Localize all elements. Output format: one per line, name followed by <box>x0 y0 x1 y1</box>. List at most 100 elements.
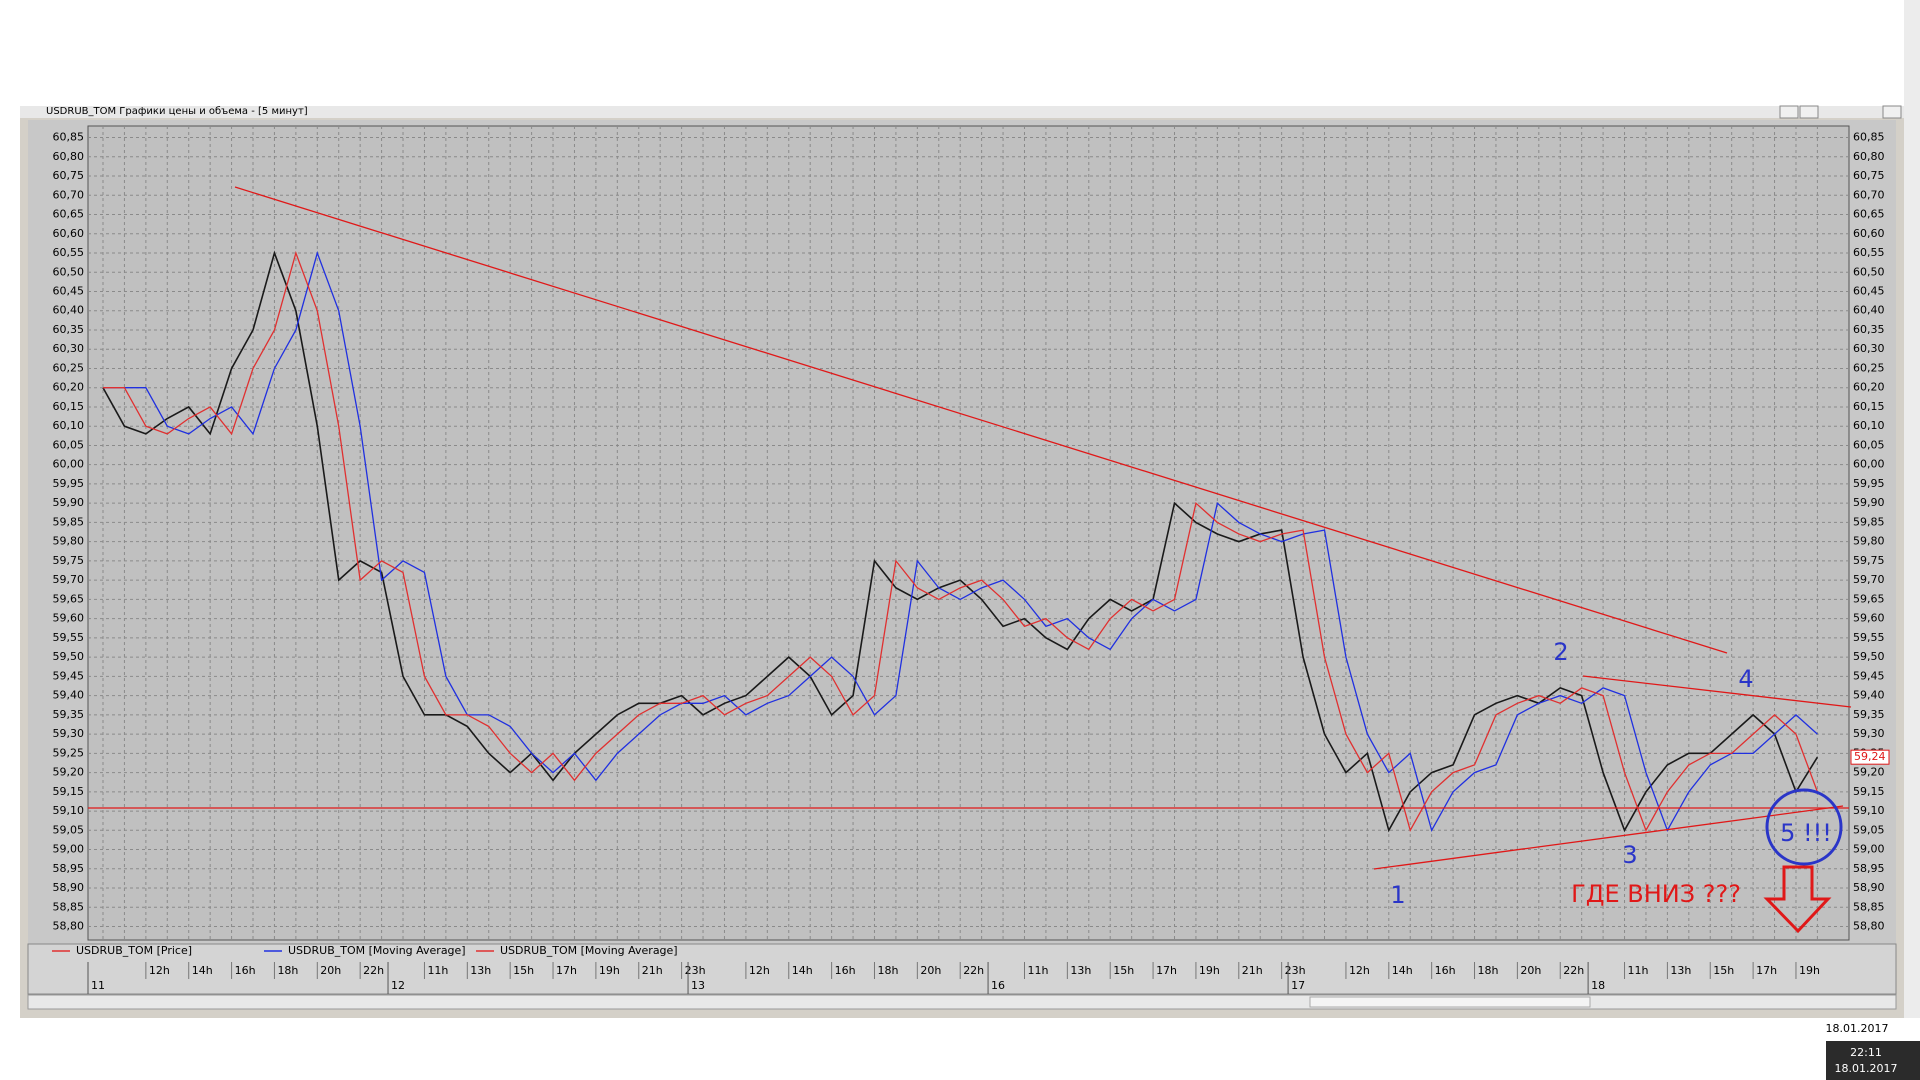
x-tick-label: 20h <box>320 964 341 977</box>
last-price-box <box>1850 749 1890 765</box>
outer-scrollbar[interactable] <box>1904 0 1920 1018</box>
y-tick-label: 60,60 <box>1853 227 1885 240</box>
y-tick-label: 59,70 <box>53 573 85 586</box>
x-tick-label: 15h <box>1113 964 1134 977</box>
y-tick-label: 60,75 <box>53 169 85 182</box>
y-tick-label: 58,80 <box>53 920 85 933</box>
day-label: 13 <box>691 979 705 992</box>
x-tick-label: 14h <box>192 964 213 977</box>
plot-area <box>87 125 1850 941</box>
x-tick-label: 23h <box>1285 964 1306 977</box>
y-tick-label: 59,05 <box>53 823 85 836</box>
maximize-button[interactable] <box>1799 105 1819 119</box>
y-tick-label: 59,00 <box>53 843 85 856</box>
y-tick-label: 59,05 <box>1853 823 1885 836</box>
y-tick-label: 59,10 <box>53 804 85 817</box>
y-tick-label: 59,95 <box>1853 477 1885 490</box>
x-tick-label: 22h <box>363 964 384 977</box>
y-tick-label: 60,85 <box>1853 131 1885 144</box>
y-tick-label: 60,65 <box>53 208 85 221</box>
drawn-lines <box>88 186 1852 934</box>
y-tick-label: 60,45 <box>53 284 85 297</box>
y-tick-label: 60,25 <box>53 361 85 374</box>
y-tick-label: 59,35 <box>1853 708 1885 721</box>
annotation: 3 <box>1622 841 1637 869</box>
y-tick-label: 60,20 <box>1853 381 1885 394</box>
circle-marker <box>1765 788 1843 866</box>
x-tick-label: 13h <box>470 964 491 977</box>
series-line <box>103 250 1818 833</box>
y-tick-label: 60,60 <box>53 227 85 240</box>
y-tick-label: 60,10 <box>1853 419 1885 432</box>
x-tick-label: 22h <box>1563 964 1584 977</box>
clock-box[interactable] <box>1826 1041 1920 1080</box>
annotation: 5 !!! <box>1780 819 1832 847</box>
y-tick-label: 60,40 <box>53 304 85 317</box>
y-tick-label: 59,25 <box>53 746 85 759</box>
y-tick-label: 59,50 <box>53 650 85 663</box>
y-tick-label: 59,90 <box>53 496 85 509</box>
y-tick-label: 59,45 <box>1853 669 1885 682</box>
y-tick-label: 59,40 <box>53 689 85 702</box>
y-tick-label: 59,35 <box>53 708 85 721</box>
y-tick-label: 60,10 <box>53 419 85 432</box>
annotation: 1 <box>1390 881 1405 909</box>
x-tick-label: 11h <box>427 964 448 977</box>
y-tick-label: 59,85 <box>53 515 85 528</box>
y-tick-label: 60,30 <box>53 342 85 355</box>
x-tick-label: 11h <box>1628 964 1649 977</box>
scrollbar[interactable] <box>27 994 1897 1010</box>
y-tick-label: 60,85 <box>53 131 85 144</box>
x-tick-label: 21h <box>1242 964 1263 977</box>
y-tick-label: 59,15 <box>1853 785 1885 798</box>
y-tick-label: 60,00 <box>53 458 85 471</box>
y-tick-label: 60,50 <box>1853 265 1885 278</box>
y-tick-label: 58,95 <box>1853 862 1885 875</box>
x-tick-label: 19h <box>1799 964 1820 977</box>
x-tick-label: 12h <box>149 964 170 977</box>
x-tick-label: 22h <box>963 964 984 977</box>
y-tick-label: 59,55 <box>53 631 85 644</box>
y-tick-label: 58,90 <box>53 881 85 894</box>
y-tick-label: 60,30 <box>1853 342 1885 355</box>
day-label: 11 <box>91 979 105 992</box>
y-tick-label: 59,75 <box>1853 554 1885 567</box>
scrollbar-thumb[interactable] <box>1309 996 1591 1008</box>
annotation: 4 <box>1738 665 1753 693</box>
taskbar <box>0 1018 1920 1080</box>
y-tick-label: 60,70 <box>1853 188 1885 201</box>
x-tick-label: 12h <box>749 964 770 977</box>
y-tick-label: 58,85 <box>53 900 85 913</box>
y-tick-label: 59,60 <box>53 612 85 625</box>
close-button[interactable] <box>1882 105 1902 119</box>
x-tick-label: 17h <box>556 964 577 977</box>
x-tick-label: 20h <box>1520 964 1541 977</box>
y-tick-label: 59,60 <box>1853 612 1885 625</box>
y-tick-label: 60,70 <box>53 188 85 201</box>
y-tick-label: 58,95 <box>53 862 85 875</box>
x-tick-label: 16h <box>1435 964 1456 977</box>
window-title: USDRUB_TOM Графики цены и объема - [5 ми… <box>46 106 308 117</box>
annotation: ГДЕ ВНИЗ ??? <box>1571 880 1741 908</box>
y-tick-label: 59,50 <box>1853 650 1885 663</box>
y-tick-label: 59,30 <box>53 727 85 740</box>
y-tick-label: 59,75 <box>53 554 85 567</box>
clock-time: 22:11 <box>1850 1046 1882 1059</box>
y-tick-label: 60,50 <box>53 265 85 278</box>
y-tick-label: 59,90 <box>1853 496 1885 509</box>
minimize-button[interactable] <box>1779 105 1799 119</box>
x-tick-label: 12h <box>1349 964 1370 977</box>
x-tick-label: 19h <box>1199 964 1220 977</box>
y-tick-label: 60,45 <box>1853 284 1885 297</box>
clock-date: 18.01.2017 <box>1835 1062 1898 1075</box>
y-tick-label: 60,25 <box>1853 361 1885 374</box>
time-axis-panel <box>27 943 1897 995</box>
y-tick-label: 59,95 <box>53 477 85 490</box>
y-tick-label: 60,05 <box>53 438 85 451</box>
y-tick-label: 59,80 <box>1853 535 1885 548</box>
x-tick-label: 15h <box>1713 964 1734 977</box>
y-tick-label: 60,35 <box>53 323 85 336</box>
y-tick-label: 60,05 <box>1853 438 1885 451</box>
